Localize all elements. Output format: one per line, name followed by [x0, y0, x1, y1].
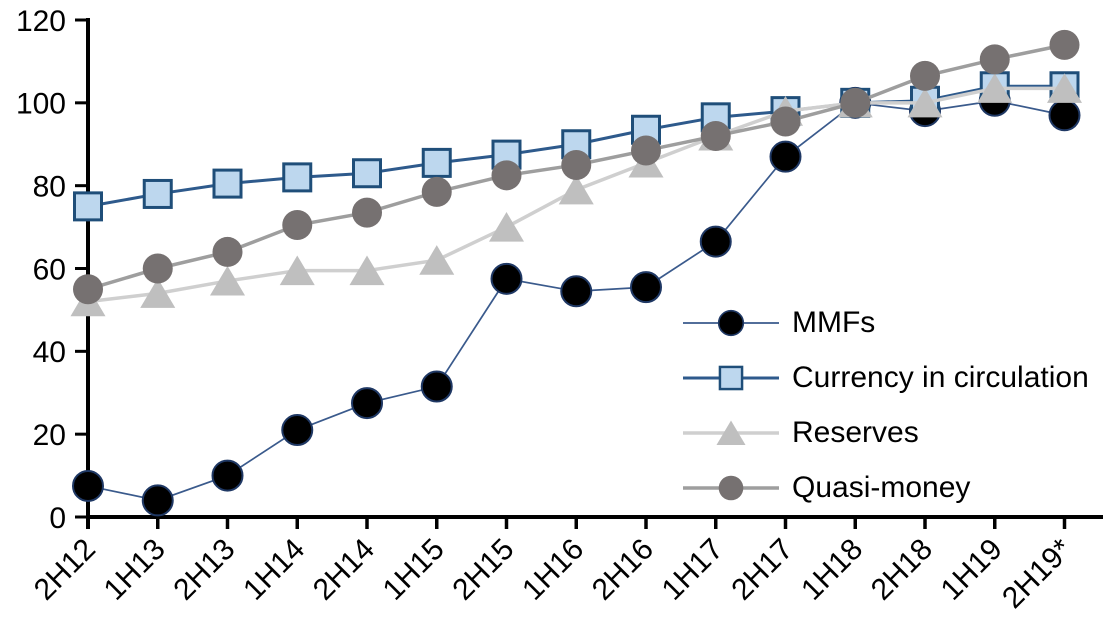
x-tick-label: 2H15	[446, 533, 520, 607]
legend-item-mmfs: MMFs	[683, 301, 1089, 344]
legend-item-currency-in-circulation: Currency in circulation	[683, 356, 1089, 399]
data-point-marker	[490, 262, 523, 295]
x-tick-label: 2H14	[307, 533, 381, 607]
data-point-marker	[1046, 73, 1083, 103]
x-tick-label: 1H14	[237, 533, 311, 607]
x-tick-label: 2H19*	[996, 532, 1079, 615]
data-point-marker	[716, 419, 746, 445]
data-point-marker	[907, 87, 943, 118]
data-point-marker	[769, 140, 802, 173]
legend-marker-reserves	[683, 419, 779, 445]
data-point-marker	[979, 44, 1010, 75]
y-tick-label: 20	[33, 419, 66, 452]
y-tick-label: 0	[49, 502, 66, 535]
data-point-marker	[419, 245, 455, 275]
data-point-marker	[352, 197, 382, 228]
x-tick-label: 2H16	[586, 533, 660, 607]
data-point-marker	[491, 160, 522, 191]
data-point-marker	[420, 370, 453, 403]
data-point-marker	[281, 414, 314, 447]
x-tick-label: 2H18	[865, 533, 939, 607]
data-point-marker	[421, 147, 452, 178]
data-point-marker	[212, 168, 243, 199]
data-point-marker	[977, 73, 1013, 103]
data-point-marker	[560, 275, 593, 308]
data-point-marker	[349, 255, 385, 286]
y-tick-label: 100	[16, 88, 66, 121]
x-tick-label: 1H19	[935, 533, 1009, 607]
legend-item-quasi-money: Quasi-money	[683, 466, 1089, 509]
legend-marker-currency-in-circulation	[683, 365, 779, 390]
legend-item-reserves: Reserves	[683, 411, 1089, 454]
y-tick-label: 120	[16, 5, 66, 38]
data-point-marker	[211, 459, 244, 492]
data-point-marker	[1049, 29, 1080, 60]
data-point-marker	[717, 309, 745, 336]
data-point-marker	[699, 225, 732, 258]
data-point-marker	[630, 271, 662, 304]
data-point-marker	[770, 106, 801, 137]
data-point-marker	[209, 265, 246, 296]
data-point-marker	[282, 162, 313, 193]
data-point-marker	[140, 278, 176, 308]
data-point-marker	[142, 253, 173, 284]
legend-label: Quasi-money	[792, 470, 971, 504]
legend-label: Currency in circulation	[792, 360, 1089, 394]
data-point-marker	[421, 176, 452, 207]
data-point-marker	[282, 210, 313, 241]
x-tick-label: 1H17	[656, 533, 730, 607]
data-point-marker	[141, 484, 174, 517]
x-tick-label: 2H13	[167, 533, 241, 607]
data-point-marker	[279, 255, 315, 286]
data-point-marker	[631, 135, 661, 166]
legend-marker-mmfs	[683, 309, 779, 336]
data-point-marker	[142, 178, 173, 209]
legend-marker-quasi-money	[683, 475, 779, 500]
y-tick-label: 60	[33, 253, 66, 286]
x-tick-label: 2H12	[28, 533, 102, 607]
x-tick-label: 1H16	[516, 533, 590, 607]
data-point-marker	[73, 274, 103, 305]
data-point-marker	[700, 120, 731, 151]
chart-legend: MMFs Currency in circulation Reserves Qu…	[683, 301, 1089, 509]
x-tick-label: 1H13	[98, 533, 172, 607]
y-tick-label: 40	[33, 336, 66, 369]
x-tick-label: 1H15	[377, 533, 451, 607]
data-point-marker	[72, 469, 104, 502]
legend-label: Reserves	[792, 415, 919, 449]
data-point-marker	[488, 212, 525, 242]
data-point-marker	[718, 475, 744, 500]
data-point-marker	[840, 87, 871, 118]
x-tick-label: 1H18	[795, 533, 869, 607]
data-point-marker	[718, 365, 744, 390]
data-point-marker	[212, 236, 243, 267]
x-tick-label: 2H17	[725, 533, 799, 607]
data-point-marker	[558, 174, 594, 205]
data-point-marker	[73, 191, 103, 222]
legend-label: MMFs	[792, 305, 876, 339]
data-point-marker	[1048, 99, 1081, 132]
data-point-marker	[352, 158, 382, 189]
data-point-marker	[561, 149, 592, 180]
series-quasi-money	[73, 29, 1080, 305]
y-tick-label: 80	[33, 170, 66, 203]
data-point-marker	[351, 387, 383, 420]
data-point-marker	[910, 60, 940, 91]
